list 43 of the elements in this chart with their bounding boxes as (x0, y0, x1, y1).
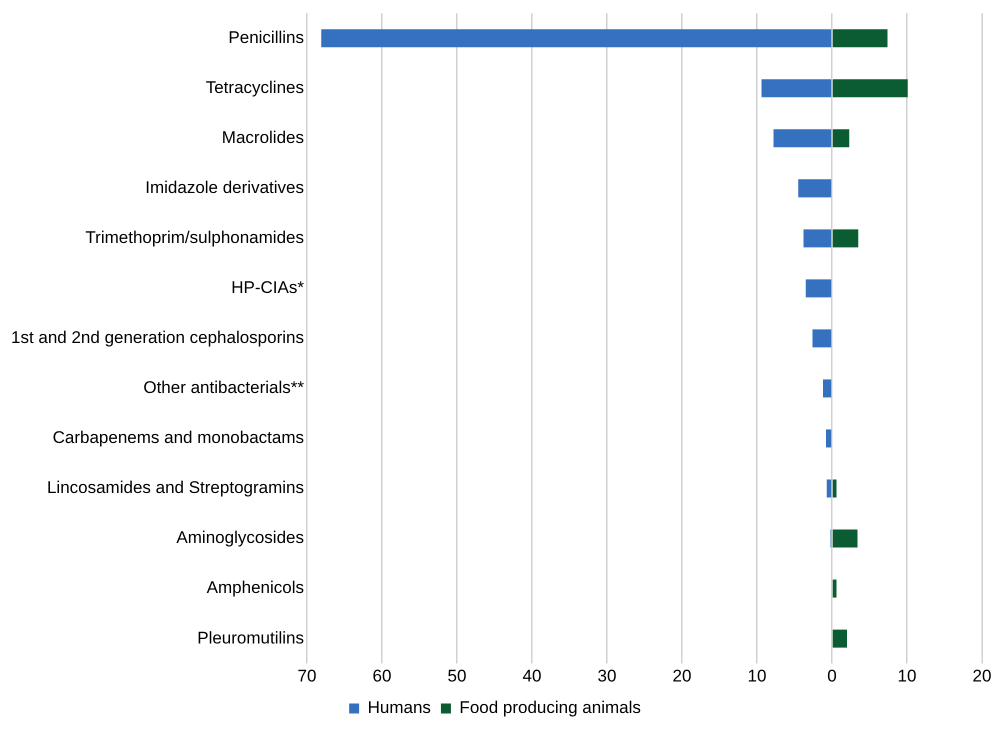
y-tick-label: Pleuromutilins (197, 628, 304, 648)
y-tick-label: Other antibacterials** (143, 378, 304, 398)
bar (762, 79, 832, 98)
y-tick-label: Lincosamides and Streptogramins (46, 478, 304, 498)
x-tick-label: 10 (898, 666, 916, 686)
y-tick-label: Trimethoprim/sulphonamides (85, 228, 304, 248)
y-tick-label: HP-CIAs* (231, 278, 304, 298)
x-tick-label: 70 (298, 666, 316, 686)
x-tick-label: 40 (522, 666, 542, 686)
y-tick-label: Imidazole derivatives (145, 178, 304, 197)
y-tick-label: Macrolides (222, 128, 304, 147)
y-tick-label: Carbapenems and monobactams (52, 428, 304, 448)
y-tick-label: Amphenicols (206, 578, 304, 598)
x-tick-label: 50 (448, 666, 466, 686)
y-tick-label: Tetracyclines (206, 78, 304, 97)
bar (832, 29, 888, 48)
x-tick-label: 30 (598, 666, 616, 686)
x-tick-label: 20 (972, 666, 992, 686)
bar (832, 229, 858, 248)
x-tick-label: 0 (827, 666, 837, 686)
bar (832, 79, 908, 98)
y-tick-label: Aminoglycosides (176, 528, 304, 548)
bar (826, 429, 832, 448)
bar (823, 379, 832, 398)
legend-label: Humans (368, 698, 431, 718)
bar (832, 129, 850, 148)
bar (832, 630, 847, 648)
x-tick-label: 10 (748, 666, 766, 686)
bar (321, 29, 832, 48)
y-tick-label: Penicillins (228, 28, 304, 47)
y-tick-label: 1st and 2nd generation cephalosporins (10, 328, 304, 348)
bar (832, 530, 858, 548)
x-tick-label: 20 (672, 666, 692, 686)
bar (826, 479, 832, 498)
bar (806, 279, 832, 298)
bar (804, 229, 832, 248)
bar (798, 179, 832, 198)
legend-label: Food producing animals (459, 698, 641, 718)
bar (812, 329, 832, 348)
x-tick-label: 60 (372, 666, 392, 686)
bar (832, 580, 836, 598)
bar (774, 129, 832, 148)
bar (832, 479, 836, 498)
